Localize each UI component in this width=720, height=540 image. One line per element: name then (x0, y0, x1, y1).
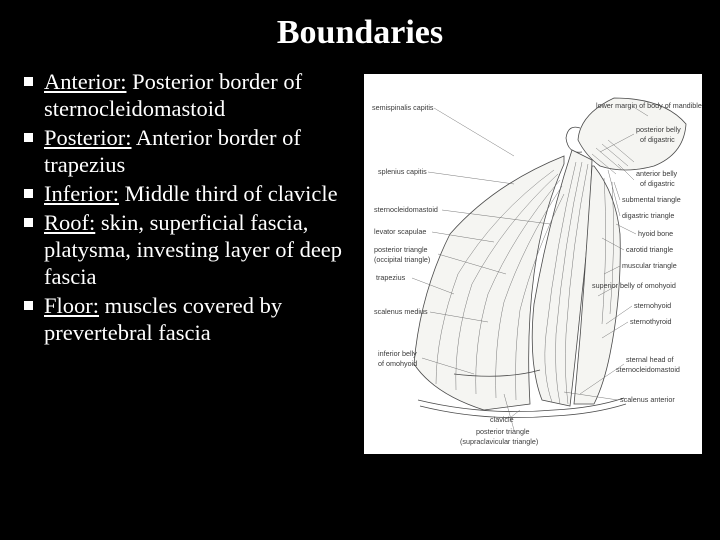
figure-label: posterior triangle (374, 245, 428, 254)
figure-label: digastric triangle (622, 211, 674, 220)
slide: Boundaries Anterior: Posterior border of… (0, 0, 720, 540)
figure-label: trapezius (376, 273, 406, 282)
figure-label: clavicle (490, 415, 514, 424)
figure-label: sternal head of (626, 355, 674, 364)
bullet-list: Anterior: Posterior border of sternoclei… (18, 68, 356, 348)
list-item: Posterior: Anterior border of trapezius (18, 124, 356, 178)
list-item: Anterior: Posterior border of sternoclei… (18, 68, 356, 122)
figure-label: sternothyroid (630, 317, 672, 326)
figure-label: posterior triangle (476, 427, 530, 436)
figure-label: (supraclavicular triangle) (460, 437, 538, 446)
figure-label: splenius capitis (378, 167, 427, 176)
anatomy-svg: semispinalis capitis splenius capitis ster… (364, 74, 702, 454)
figure-label: scalenus medius (374, 307, 428, 316)
term: Posterior: (44, 125, 132, 150)
term: Inferior: (44, 181, 119, 206)
figure-label: hyoid bone (638, 229, 673, 238)
figure-label: sternohyoid (634, 301, 671, 310)
term: Anterior: (44, 69, 126, 94)
list-item: Roof: skin, superficial fascia, platysma… (18, 209, 356, 290)
figure-label: semispinalis capitis (372, 103, 434, 112)
slide-content: Anterior: Posterior border of sternoclei… (18, 68, 702, 454)
figure-label: levator scapulae (374, 227, 426, 236)
figure-label: (occipital triangle) (374, 255, 430, 264)
figure-label: inferior belly (378, 349, 417, 358)
figure-label: of digastric (640, 179, 675, 188)
figure-label: carotid triangle (626, 245, 673, 254)
figure-label: superior belly of omohyoid (592, 281, 676, 290)
term: Roof: (44, 210, 95, 235)
term: Floor: (44, 293, 99, 318)
figure-label: sternocleidomastoid (616, 365, 680, 374)
list-item: Inferior: Middle third of clavicle (18, 180, 356, 207)
list-item: Floor: muscles covered by prevertebral f… (18, 292, 356, 346)
figure-label: anterior belly (636, 169, 678, 178)
figure-label: lower margin of body of mandible (596, 101, 702, 110)
figure-label: posterior belly (636, 125, 681, 134)
figure-label: scalenus anterior (620, 395, 675, 404)
figure-label: submental triangle (622, 195, 681, 204)
figure-label: muscular triangle (622, 261, 677, 270)
figure-label: sternocleidomastoid (374, 205, 438, 214)
figure-label: of omohyoid (378, 359, 417, 368)
desc: Middle third of clavicle (119, 181, 338, 206)
slide-title: Boundaries (18, 14, 702, 52)
figure-label: of digastric (640, 135, 675, 144)
anatomy-figure: semispinalis capitis splenius capitis ster… (364, 74, 702, 454)
